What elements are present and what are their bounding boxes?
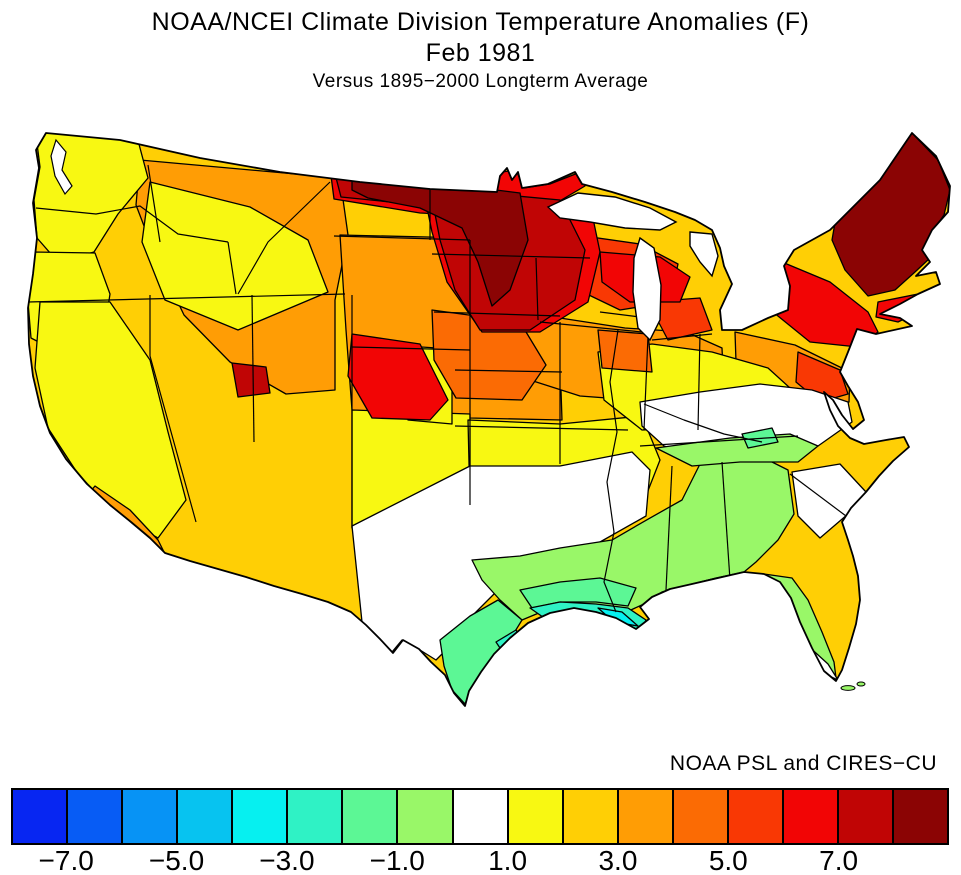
lake-michigan [632,236,662,342]
border-line [603,329,619,613]
colorbar-cell [453,790,509,843]
colorbar-cell [288,790,344,843]
colorbar-cell [728,790,784,843]
colorbar-tick-label: 1.0 [488,845,528,875]
colorbar-cell [783,790,839,843]
border-line [431,253,591,259]
lake-huron [689,231,719,278]
us-outline [27,132,951,707]
florida-keys [856,681,866,687]
colorbar-ticks: −7.0 −5.0 −3.0 −1.0 1.0 3.0 5.0 7.0 [11,845,949,875]
region-sw-wyoming-dark-red [231,362,271,398]
border-line [697,333,701,431]
border-line [643,335,649,431]
border-line [227,241,237,295]
colorbar-cell [343,790,399,843]
border-line [147,164,161,243]
colorbar-tick-label: 5.0 [708,845,748,875]
border-line [643,403,763,443]
colorbar-cell [563,790,619,843]
colorbar-cell [233,790,289,843]
colorbar-cell [618,790,674,843]
border-line [454,425,629,431]
colorbar-tick-label: 7.0 [819,845,859,875]
border-line [351,346,471,351]
colorbar-cell [68,790,124,843]
colorbar-tick-label: −1.0 [369,845,425,875]
colorbar [11,788,949,845]
us-anomaly-map [27,132,951,707]
border-line [28,293,346,303]
colorbar-cell [13,790,69,843]
division-borders [28,164,847,613]
border-line [639,435,799,447]
colorbar-cell [123,790,179,843]
region-new-england-maroon [831,133,950,297]
colorbar-tick-label: −5.0 [148,845,205,875]
attribution: NOAA PSL and CIRES−CU [669,752,937,775]
border-line [665,465,673,591]
title-date: Feb 1981 [425,39,536,67]
colorbar-tick-label: −3.0 [259,845,315,875]
title-baseline: Versus 1895−2000 Longterm Average [312,71,649,92]
region-california-yellow [34,301,187,539]
border-line [539,321,643,333]
page-title: NOAA/NCEI Climate Division Temperature A… [151,8,810,36]
colorbar-cell [178,790,234,843]
border-line [35,205,229,243]
florida-keys [840,685,856,691]
border-line [789,473,847,517]
region-columbia-basin-yellow [141,181,329,331]
colorbar-cell [894,790,948,843]
colorbar-cell [673,790,729,843]
border-line [433,311,561,317]
border-line [149,295,197,523]
region-hi-line-maroon [351,171,529,307]
border-line [454,369,563,373]
colorbar-cell [838,790,894,843]
title-block: NOAA/NCEI Climate Division Temperature A… [0,6,961,95]
border-line [535,257,539,321]
colorbar-tick-label: 3.0 [598,845,638,875]
colorbar-cell [508,790,564,843]
region-wyoming-red [347,333,449,421]
border-line [333,235,471,241]
border-line [237,181,331,295]
puget-sound [50,138,73,196]
colorbar-cell [398,790,454,843]
border-line [251,294,255,443]
region-illinois-dark-orange [597,329,653,373]
lake-superior [546,192,678,231]
colorbar-tick-label: −7.0 [38,845,94,875]
region-michigan-orange-red [647,297,713,341]
border-line [721,461,731,581]
border-line [651,333,713,341]
